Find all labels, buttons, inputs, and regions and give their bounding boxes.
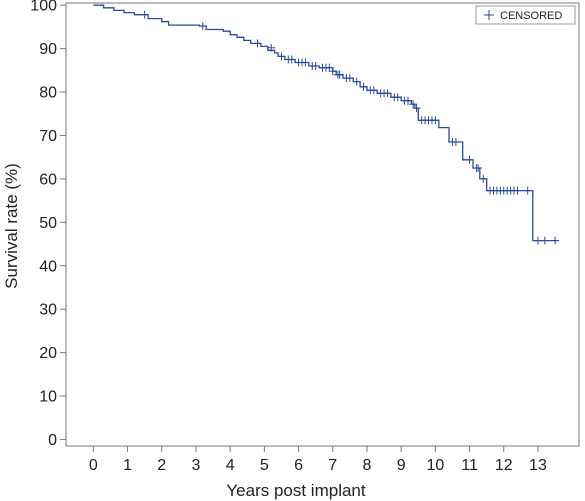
censored-marker [412, 104, 421, 113]
censored-marker [335, 70, 344, 79]
y-tick-label: 60 [39, 171, 57, 188]
y-tick-label: 20 [39, 345, 57, 362]
censored-marker [253, 39, 262, 48]
censored-marker [369, 86, 378, 95]
censored-marker [277, 52, 286, 61]
x-tick-label: 2 [157, 457, 166, 474]
censored-marker [431, 116, 440, 125]
survival-curve-line [93, 4, 557, 242]
x-tick-label: 4 [226, 457, 235, 474]
x-tick-label: 3 [192, 457, 201, 474]
y-tick-label: 10 [39, 389, 57, 406]
censored-marker [533, 236, 542, 245]
y-tick-label: 30 [39, 302, 57, 319]
censored-marker [140, 10, 149, 19]
censored-marker [523, 186, 532, 195]
x-axis-ticks: 0 1 2 3 4 5 6 7 8 9 10 11 12 13 [89, 446, 547, 474]
y-axis-title: Survival rate (%) [2, 163, 21, 289]
x-tick-label: 8 [363, 457, 372, 474]
y-tick-label: 90 [39, 41, 57, 58]
censored-marker [474, 164, 483, 173]
x-tick-label: 5 [260, 457, 269, 474]
y-tick-label: 40 [39, 258, 57, 275]
x-tick-label: 10 [426, 457, 444, 474]
x-tick-label: 13 [529, 457, 547, 474]
legend-label: CENSORED [500, 10, 562, 22]
censored-marker [359, 82, 368, 91]
y-axis-ticks: 0 10 20 30 40 50 60 70 80 90 100 [30, 0, 66, 449]
censored-marker [383, 89, 392, 98]
censored-marker [451, 137, 460, 146]
x-tick-label: 9 [397, 457, 406, 474]
y-tick-label: 80 [39, 85, 57, 102]
censored-marker [352, 77, 361, 86]
x-tick-label: 6 [294, 457, 303, 474]
legend: CENSORED [475, 5, 576, 25]
censored-markers [140, 10, 560, 245]
censored-marker [465, 155, 474, 164]
x-tick-label: 11 [461, 457, 478, 474]
y-tick-label: 100 [30, 0, 57, 15]
censored-marker [540, 236, 549, 245]
x-tick-label: 1 [123, 457, 132, 474]
y-tick-label: 0 [48, 432, 57, 449]
censored-marker [287, 55, 296, 64]
y-tick-label: 50 [39, 215, 57, 232]
censored-marker [267, 43, 276, 52]
x-tick-label: 7 [328, 457, 337, 474]
censored-marker [345, 74, 354, 83]
x-axis-title: Years post implant [226, 481, 366, 500]
y-tick-label: 70 [39, 128, 57, 145]
x-tick-label: 12 [495, 457, 513, 474]
censored-marker [551, 236, 560, 245]
censored-marker [404, 96, 412, 105]
censored-marker [409, 100, 418, 109]
plot-frame [65, 2, 580, 447]
censored-marker [479, 174, 488, 183]
censored-marker [513, 186, 522, 195]
censored-marker [198, 22, 207, 31]
legend-box [475, 5, 576, 25]
censored-marker [301, 58, 310, 67]
x-tick-label: 0 [89, 457, 98, 474]
censored-marker [311, 61, 320, 70]
censored-marker [328, 67, 337, 76]
censored-marker [325, 63, 334, 72]
censored-marker [393, 93, 402, 102]
